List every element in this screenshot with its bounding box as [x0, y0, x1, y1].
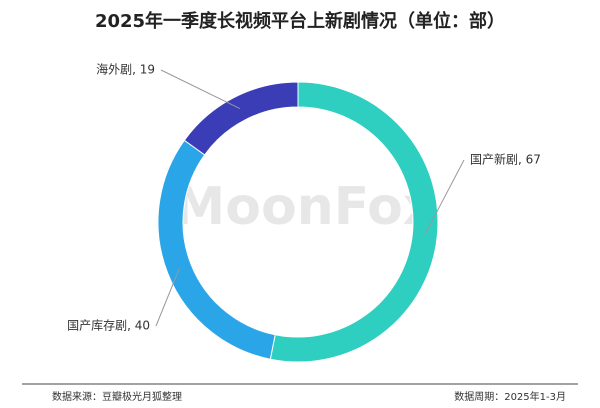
leader-line — [160, 69, 241, 109]
data-label: 海外剧, 19 — [96, 62, 155, 77]
source-note: 数据来源：豆瓣极光月狐整理 — [52, 390, 182, 403]
data-label: 国产库存剧, 40 — [67, 318, 150, 333]
data-label: 国产新剧, 67 — [470, 152, 541, 167]
leader-line — [155, 268, 180, 327]
donut-segment — [183, 81, 299, 156]
donut-segment — [269, 81, 439, 363]
watermark: MoonFox — [174, 177, 437, 237]
leader-line — [424, 159, 465, 235]
period-note: 数据周期：2025年1-3月 — [454, 390, 566, 403]
chart-title: 2025年一季度长视频平台上新剧情况（单位：部） — [95, 10, 505, 32]
